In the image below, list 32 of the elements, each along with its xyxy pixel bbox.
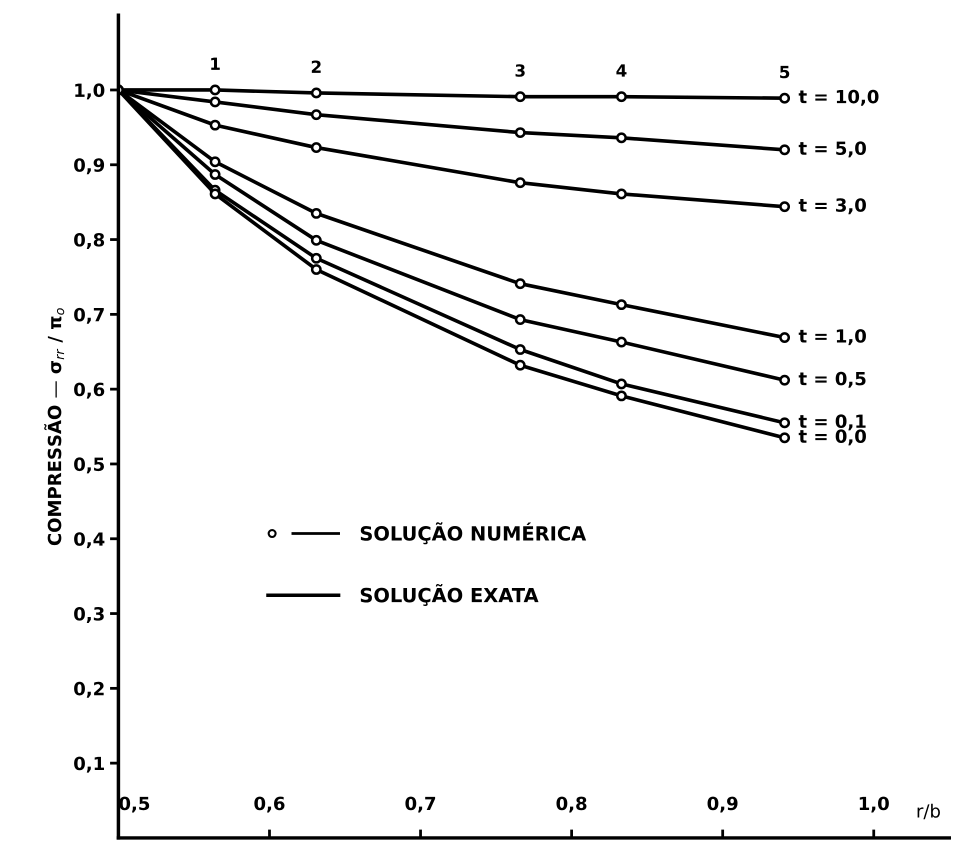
x-tick-label: 1,0 [860,796,889,813]
series-label: t = 0,1 [798,414,866,430]
x-tick-label: 0,7 [405,796,436,813]
annotation: 4 [616,64,626,77]
x-tick-label: 0,5 [119,796,150,813]
x-tick-label: 0,9 [708,796,738,813]
y-tick-label: 0,7 [74,308,104,324]
annotation: SOLUÇÃO EXATA [360,584,539,606]
x-tick-label: 0,6 [254,796,285,813]
y-tick-label: 0,9 [74,158,104,174]
series-label: t = 5,0 [798,141,866,158]
y-tick-label: 0,3 [74,607,104,623]
annotation: 1 [211,58,220,70]
y-tick-label: 0,6 [74,382,104,399]
y-axis-title: COMPRESSÃO — σ$_{rr}$ / π$_{o}$ [44,308,64,546]
x-axis-title: r/b [918,804,940,820]
series-label: t = 0,0 [798,429,866,446]
annotation: 3 [516,64,525,77]
x-tick-label: 0,8 [556,796,586,813]
series-label: t = 10,0 [798,90,879,106]
y-tick-label: 0,2 [74,682,104,698]
y-tick-label: 0,1 [74,756,104,773]
y-tick-label: 0,5 [74,457,104,474]
y-tick-label: 0,4 [74,532,104,548]
annotation: 2 [312,60,321,73]
y-tick-label: 1,0 [75,83,104,100]
annotation: 5 [780,66,790,78]
series-label: t = 0,5 [798,372,866,388]
series-label: t = 3,0 [798,198,866,214]
y-tick-label: 0,8 [74,233,104,249]
series-label: t = 1,0 [798,329,866,346]
annotation: SOLUÇÃO NUMÉRICA [360,522,586,544]
